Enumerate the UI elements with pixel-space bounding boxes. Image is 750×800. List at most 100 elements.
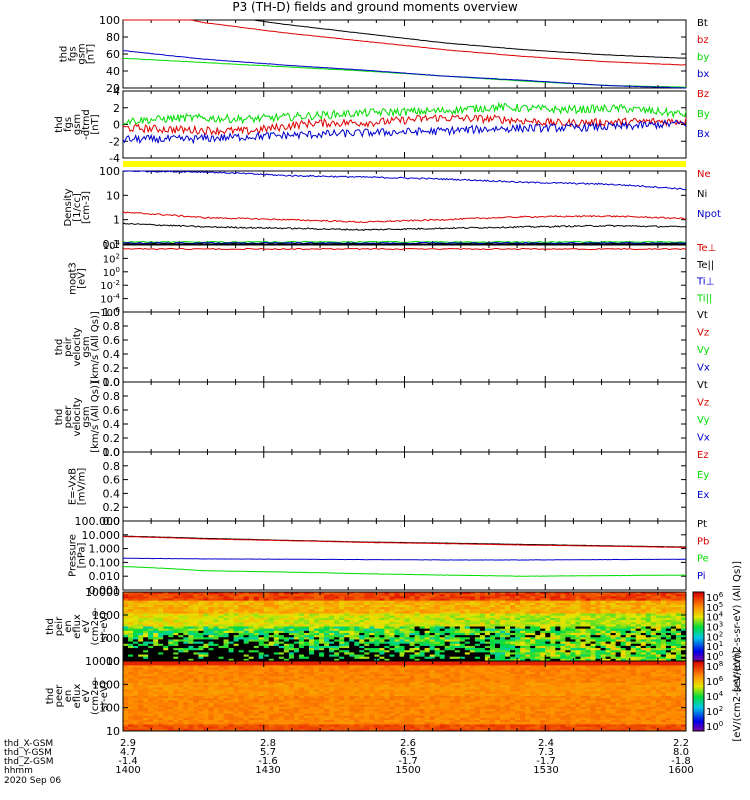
heatmap-cell	[570, 620, 576, 623]
heatmap-cell	[414, 639, 420, 642]
heatmap-cell	[419, 609, 426, 612]
heatmap-cell	[314, 622, 320, 625]
heatmap-cell	[680, 665, 687, 668]
y-tick-label: 1	[113, 214, 120, 227]
heatmap-cell	[474, 592, 481, 595]
heatmap-cell	[319, 622, 325, 625]
heatmap-cell	[329, 661, 335, 664]
heatmap-cell	[459, 600, 466, 604]
y-tick-label: 40	[106, 65, 120, 78]
y-axis-label: Density[1/cc][cm-3]	[63, 188, 92, 226]
heatmap-cell	[675, 648, 682, 651]
heatmap-cell	[218, 654, 224, 658]
heatmap-cell	[218, 604, 224, 608]
heatmap-cell	[469, 635, 476, 638]
heatmap-cell	[183, 669, 189, 673]
heatmap-cell	[595, 594, 601, 597]
heatmap-cell	[218, 652, 224, 655]
heatmap-cell	[329, 615, 335, 619]
heatmap-cell	[228, 652, 234, 655]
heatmap-cell	[414, 604, 420, 608]
heatmap-cell	[173, 637, 179, 640]
heatmap-cell	[213, 648, 219, 651]
heatmap-cell	[535, 626, 541, 630]
heatmap-cell	[459, 648, 466, 651]
heatmap-cell	[208, 656, 214, 660]
heatmap-cell	[540, 624, 546, 627]
heatmap-cell	[173, 643, 179, 647]
heatmap-cell	[655, 645, 662, 649]
heatmap-cell	[374, 658, 380, 662]
heatmap-cell	[615, 645, 622, 649]
heatmap-cell	[489, 624, 496, 627]
heatmap-cell	[520, 592, 526, 595]
heatmap-cell	[278, 637, 285, 640]
heatmap-cell	[168, 624, 174, 627]
heatmap-cell	[459, 607, 466, 610]
heatmap-cell	[258, 596, 265, 599]
heatmap-cell	[444, 654, 451, 658]
heatmap-cell	[399, 667, 405, 671]
heatmap-cell	[474, 632, 481, 636]
heatmap-cell	[303, 594, 310, 597]
heatmap-cell	[138, 643, 144, 647]
y-tick-label: 10	[106, 655, 120, 668]
heatmap-cell	[198, 607, 204, 610]
heatmap-cell	[278, 648, 285, 651]
heatmap-cell	[500, 650, 506, 653]
heatmap-cell	[173, 650, 179, 653]
heatmap-cell	[555, 671, 561, 675]
heatmap-cell	[288, 663, 295, 666]
heatmap-cell	[298, 628, 305, 632]
heatmap-cell	[570, 648, 576, 651]
heatmap-cell	[655, 594, 662, 597]
heatmap-cell	[489, 645, 496, 649]
heatmap-cell	[308, 598, 315, 602]
heatmap-cell	[303, 661, 310, 664]
heatmap-cell	[575, 637, 581, 640]
heatmap-cell	[660, 592, 667, 595]
heatmap-cell	[268, 641, 275, 645]
heatmap-cell	[349, 592, 355, 595]
heatmap-cell	[238, 613, 245, 617]
heatmap-cell	[379, 628, 385, 632]
heatmap-cell	[600, 648, 606, 651]
panel-frame	[122, 520, 687, 591]
heatmap-cell	[153, 602, 159, 606]
heatmap-cell	[324, 622, 330, 625]
heatmap-cell	[153, 622, 159, 625]
heatmap-cell	[464, 596, 471, 599]
heatmap-cell	[489, 615, 496, 619]
heatmap-cell	[399, 622, 405, 625]
heatmap-cell	[359, 665, 365, 668]
heatmap-cell	[610, 598, 617, 602]
heatmap-cell	[570, 650, 576, 653]
heatmap-cell	[515, 645, 521, 649]
heatmap-cell	[334, 635, 340, 638]
heatmap-cell	[369, 654, 375, 658]
heatmap-cell	[620, 592, 627, 595]
heatmap-cell	[369, 596, 375, 599]
heatmap-cell	[675, 626, 682, 630]
heatmap-cell	[600, 645, 606, 649]
heatmap-cell	[143, 598, 149, 602]
heatmap-cell	[303, 611, 310, 614]
heatmap-cell	[123, 658, 129, 662]
heatmap-cell	[560, 630, 566, 634]
heatmap-cell	[494, 635, 501, 638]
heatmap-cell	[635, 592, 642, 595]
heatmap-cell	[580, 641, 586, 645]
y-tick-label: 100	[103, 266, 120, 279]
heatmap-cell	[329, 650, 335, 653]
heatmap-cell	[384, 637, 390, 640]
heatmap-cell	[148, 635, 154, 638]
heatmap-cell	[570, 628, 576, 632]
heatmap-cell	[550, 671, 556, 675]
heatmap-cell	[550, 654, 556, 658]
heatmap-cell	[615, 598, 622, 602]
heatmap-cell	[555, 650, 561, 653]
heatmap-cell	[213, 592, 219, 595]
heatmap-cell	[233, 626, 240, 630]
heatmap-cell	[424, 635, 431, 638]
